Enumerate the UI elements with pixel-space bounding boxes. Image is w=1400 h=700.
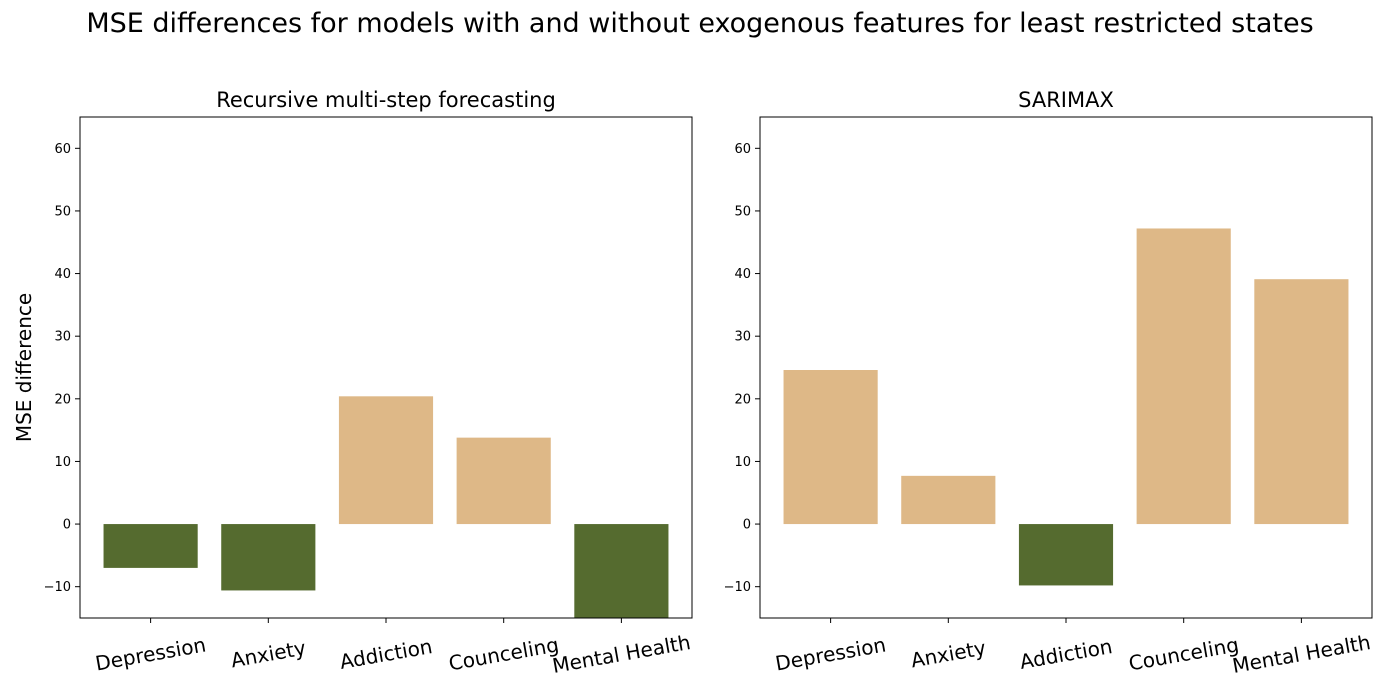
x-tick-label: Counceling [447,633,561,676]
y-tick-label: 50 [54,204,71,219]
bar-counceling [456,437,551,525]
chart-panel-recursive: −10 0 10 20 30 40 50 60 Depression Anxiety Addicti… [12,88,693,678]
bars [103,396,669,618]
y-tick-label: 0 [743,518,751,533]
y-tick-label: 20 [734,392,751,407]
y-tick-label: 60 [54,142,71,157]
x-tick-label: Depression [93,632,207,675]
bar-anxiety [901,475,996,525]
y-tick-label: 40 [54,267,71,282]
y-tick-label: 10 [734,455,751,470]
bar-addiction [338,396,434,525]
x-tick-label: Mental Health [550,630,692,678]
bar-depression [103,524,198,568]
y-axis-label: MSE difference [12,293,36,442]
y-tick-label: −10 [724,580,751,595]
chart-panel-sarimax: −10 0 10 20 30 40 50 60 Depression Anxiety Addicti… [724,88,1373,678]
y-tick-label: 60 [734,142,751,157]
y-tick-label: 50 [734,204,751,219]
y-tick-label: 20 [54,392,71,407]
x-tick-label: Mental Health [1230,630,1372,678]
x-tick-label: Addiction [1018,634,1114,674]
figure-title: MSE differences for models with and with… [86,8,1314,39]
subplot-title: Recursive multi-step forecasting [216,88,556,112]
bars [783,228,1349,586]
y-tick-label: −10 [44,580,71,595]
bar-addiction [1018,524,1114,586]
y-tick-label: 30 [54,330,71,345]
y-tick-label: 10 [54,455,71,470]
bar-anxiety [221,524,316,591]
x-tick-label: Anxiety [909,636,988,673]
x-tick-label: Counceling [1127,633,1241,676]
bar-mental-health [574,524,669,618]
y-tick-label: 0 [63,518,71,533]
bar-depression [783,370,878,525]
y-tick-label: 30 [734,330,751,345]
subplot-title: SARIMAX [1018,88,1114,112]
x-tick-label: Addiction [338,634,434,674]
bar-counceling [1136,228,1231,525]
bar-mental-health [1254,279,1349,525]
y-tick-label: 40 [734,267,751,282]
x-tick-label: Anxiety [229,636,308,673]
x-tick-label: Depression [773,632,887,675]
